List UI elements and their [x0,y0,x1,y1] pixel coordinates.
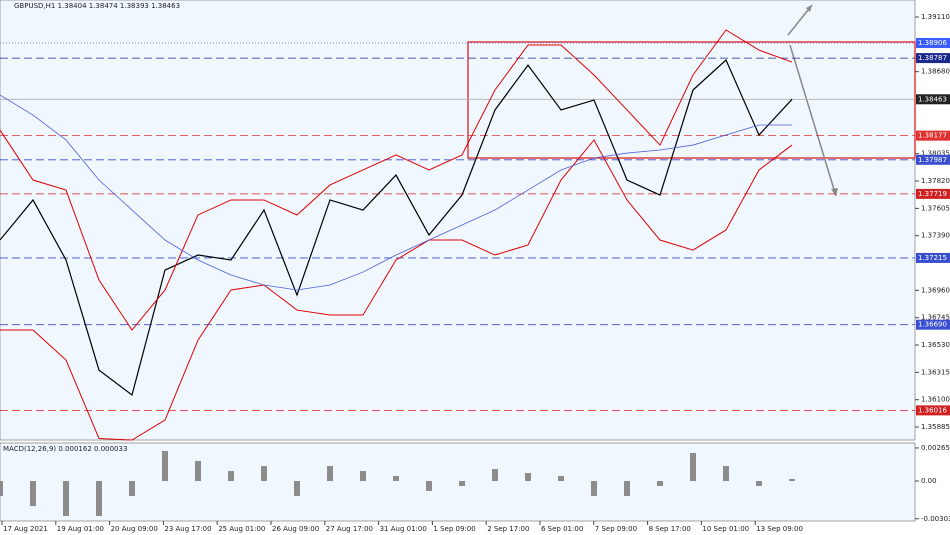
macd-bar [63,481,69,517]
macd-bar [327,466,333,482]
y-tick-label: 1.37390 [921,232,950,240]
level-label: 1.38906 [918,39,947,47]
y-tick-label: 1.37820 [921,177,950,185]
level-tag [916,37,950,48]
macd-bar [690,452,696,482]
macd-title: MACD(12,26,9) 0.000162 0.000033 [3,445,127,453]
arrow-down-head [831,188,838,196]
x-tick-label: 13 Sep 09:00 [756,525,803,533]
level-label: 1.38787 [918,54,947,62]
x-tick-label: 20 Aug 09:00 [111,525,158,533]
macd-bar [393,476,399,482]
macd-bar [723,466,729,482]
x-tick-label: 17 Aug 2021 [3,525,48,533]
y-tick-label: 0.002651 [921,444,950,452]
macd-bar [789,479,795,482]
macd-bar [756,481,762,486]
header: GBPUSD,H1 1.38404 1.38474 1.38393 1.3846… [14,2,180,10]
y-tick-label: 1.36530 [921,341,950,349]
x-tick-label: 10 Sep 01:00 [702,525,749,533]
x-tick-label: 1 Sep 09:00 [433,525,475,533]
x-tick-label: 25 Aug 01:00 [218,525,265,533]
level-tag [916,154,950,165]
series-line [0,59,793,397]
macd-bar [228,471,234,482]
x-tick-label: 23 Aug 17:00 [164,525,211,533]
series-line [0,139,793,441]
x-tick-label: 6 Sep 01:00 [541,525,583,533]
y-tick-label: 1.37605 [921,204,950,212]
macd-bar [129,481,135,496]
macd-panel [0,442,916,522]
level-tag [916,252,950,263]
macd-bar [0,481,3,496]
macd-bar [30,481,36,507]
y-tick-label: 1.36745 [921,314,950,322]
macd-bar [525,473,531,482]
level-label: 1.37719 [918,190,947,198]
price-panel [0,0,916,441]
x-tick-label: 27 Aug 17:00 [326,525,373,533]
y-tick-label: 1.38035 [921,150,950,158]
y-tick-label: 1.36315 [921,368,950,376]
macd-bar [261,466,267,482]
y-tick-label: -0.00303 [921,515,950,523]
macd-bar [426,481,432,491]
y-tick-label: 1.36100 [921,396,950,404]
x-tick-label: 19 Aug 01:00 [57,525,104,533]
level-label: 1.36016 [918,406,947,414]
level-tag [916,188,950,199]
y-tick-label: 1.38680 [921,68,950,76]
level-label: 1.37987 [918,156,947,164]
level-label: 1.37215 [918,254,947,262]
x-tick-label: 8 Sep 17:00 [649,525,691,533]
level-label: 1.38463 [918,95,947,103]
x-tick-label: 7 Sep 09:00 [595,525,637,533]
y-tick-label: 1.36960 [921,286,950,294]
macd-bar [657,481,663,486]
level-tag [916,319,950,330]
arrow-down [789,44,837,197]
series-line [0,29,793,331]
macd-bar [624,481,630,496]
arrow-up-head [806,5,812,12]
x-tick-label: 2 Sep 17:00 [487,525,529,533]
y-tick-label: 1.39110 [921,13,950,21]
level-tag [916,130,950,141]
y-tick-label: 0.00 [921,477,937,485]
y-tick-label: 1.35885 [921,423,950,431]
range-box [467,41,916,159]
macd-bar [360,471,366,482]
macd-bar [591,481,597,496]
macd-bar [162,450,168,482]
macd-bar [558,476,564,482]
level-label: 1.38177 [918,132,947,140]
macd-bar [459,481,465,486]
level-tag [916,53,950,64]
x-tick-label: 31 Aug 01:00 [380,525,427,533]
macd-bar [492,469,498,482]
series-line [0,94,792,291]
macd-bar [195,460,201,482]
macd-bar [96,481,102,517]
x-tick-label: 26 Aug 09:00 [272,525,319,533]
level-tag [916,94,950,105]
level-label: 1.36690 [918,321,947,329]
level-tag [916,405,950,416]
macd-bar [294,481,300,496]
